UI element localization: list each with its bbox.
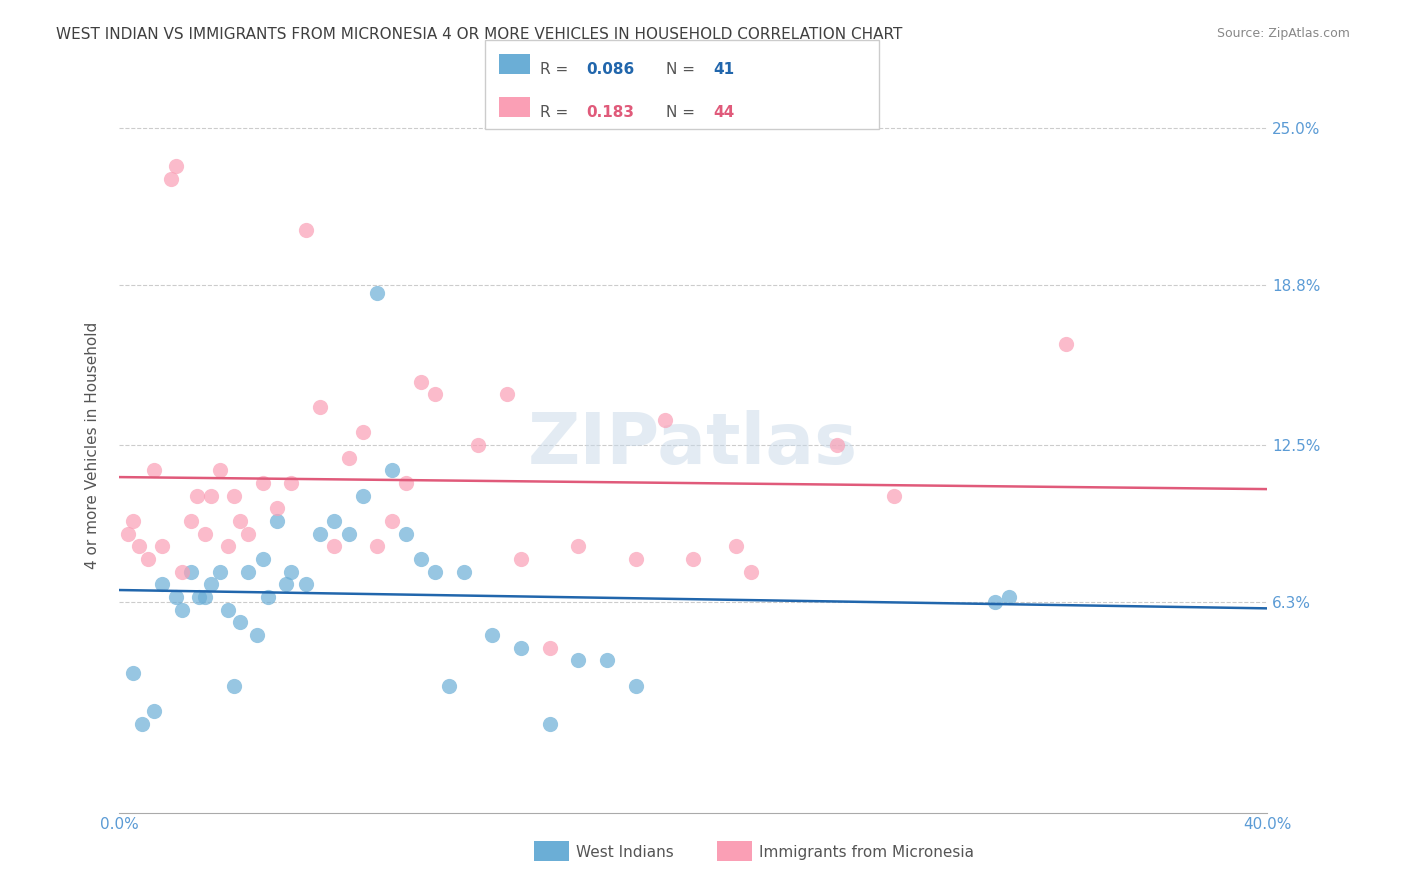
Text: West Indians: West Indians xyxy=(576,845,675,860)
Point xyxy=(194,526,217,541)
Point xyxy=(194,590,217,604)
Point xyxy=(188,590,211,604)
Point xyxy=(238,526,260,541)
Point xyxy=(208,463,231,477)
Point xyxy=(266,501,288,516)
Point xyxy=(337,450,360,465)
Text: 41: 41 xyxy=(713,62,734,78)
Point xyxy=(439,679,461,693)
Point xyxy=(337,526,360,541)
Point xyxy=(257,590,280,604)
Point xyxy=(228,514,250,528)
Point xyxy=(366,285,388,300)
Point xyxy=(200,577,222,591)
Point xyxy=(323,540,346,554)
Text: Immigrants from Micronesia: Immigrants from Micronesia xyxy=(759,845,974,860)
Point xyxy=(352,425,374,440)
Point xyxy=(309,526,332,541)
Point xyxy=(172,603,194,617)
Point xyxy=(983,595,1005,609)
Point xyxy=(128,540,150,554)
Point xyxy=(495,387,517,401)
Point xyxy=(395,475,418,490)
Point xyxy=(481,628,503,642)
Point xyxy=(186,489,208,503)
Text: R =: R = xyxy=(540,62,574,78)
Point xyxy=(217,540,239,554)
Point xyxy=(654,412,676,426)
Point xyxy=(740,565,762,579)
Point xyxy=(323,514,346,528)
Point xyxy=(567,653,589,667)
Point xyxy=(624,552,647,566)
Point xyxy=(453,565,475,579)
Point xyxy=(510,640,533,655)
Point xyxy=(409,375,432,389)
Text: WEST INDIAN VS IMMIGRANTS FROM MICRONESIA 4 OR MORE VEHICLES IN HOUSEHOLD CORREL: WEST INDIAN VS IMMIGRANTS FROM MICRONESI… xyxy=(56,27,903,42)
Point xyxy=(1056,336,1078,351)
Point xyxy=(294,222,316,236)
Text: R =: R = xyxy=(540,105,574,120)
Point xyxy=(352,489,374,503)
Point xyxy=(222,489,245,503)
Point xyxy=(166,590,188,604)
Point xyxy=(228,615,250,630)
Point xyxy=(159,171,181,186)
Point xyxy=(624,679,647,693)
Point xyxy=(381,463,404,477)
Point xyxy=(200,489,222,503)
Point xyxy=(266,514,288,528)
Point xyxy=(538,716,561,731)
Point xyxy=(172,565,194,579)
Point xyxy=(222,679,245,693)
Text: ZIPatlas: ZIPatlas xyxy=(529,410,858,480)
Point xyxy=(252,475,274,490)
Point xyxy=(294,577,316,591)
Point xyxy=(682,552,704,566)
Point xyxy=(142,704,165,718)
Point xyxy=(136,552,159,566)
Point xyxy=(567,540,589,554)
Text: 44: 44 xyxy=(713,105,734,120)
Text: 0.086: 0.086 xyxy=(586,62,634,78)
Point xyxy=(596,653,619,667)
Point xyxy=(423,387,446,401)
Point xyxy=(238,565,260,579)
Point xyxy=(725,540,748,554)
Point xyxy=(366,540,388,554)
Point xyxy=(150,577,173,591)
Text: N =: N = xyxy=(666,62,700,78)
Point xyxy=(150,540,173,554)
Text: Source: ZipAtlas.com: Source: ZipAtlas.com xyxy=(1216,27,1350,40)
Point xyxy=(180,514,202,528)
Point xyxy=(510,552,533,566)
Text: 0.183: 0.183 xyxy=(586,105,634,120)
Text: N =: N = xyxy=(666,105,700,120)
Point xyxy=(166,159,188,173)
Point xyxy=(538,640,561,655)
Point xyxy=(423,565,446,579)
Y-axis label: 4 or more Vehicles in Household: 4 or more Vehicles in Household xyxy=(86,321,100,568)
Point xyxy=(180,565,202,579)
Point xyxy=(998,590,1021,604)
Point xyxy=(467,438,489,452)
Point xyxy=(309,400,332,414)
Point xyxy=(395,526,418,541)
Point xyxy=(252,552,274,566)
Point xyxy=(883,489,905,503)
Point xyxy=(122,514,145,528)
Point xyxy=(122,666,145,681)
Point xyxy=(246,628,269,642)
Point xyxy=(131,716,153,731)
Point xyxy=(217,603,239,617)
Point xyxy=(142,463,165,477)
Point xyxy=(409,552,432,566)
Point xyxy=(274,577,297,591)
Point xyxy=(381,514,404,528)
Point xyxy=(117,526,139,541)
Point xyxy=(825,438,848,452)
Point xyxy=(208,565,231,579)
Point xyxy=(280,475,302,490)
Point xyxy=(280,565,302,579)
